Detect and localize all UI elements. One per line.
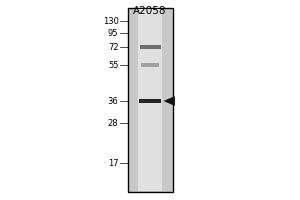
Text: 55: 55 bbox=[108, 60, 119, 70]
Bar bbox=[138, 9, 162, 191]
Bar bbox=[128, 8, 172, 192]
Bar bbox=[141, 63, 159, 67]
Bar bbox=[139, 99, 161, 103]
Text: A2058: A2058 bbox=[133, 6, 167, 16]
Text: 95: 95 bbox=[108, 28, 119, 38]
Text: 72: 72 bbox=[108, 43, 119, 51]
Bar bbox=[140, 45, 160, 49]
Text: 17: 17 bbox=[108, 158, 119, 168]
Polygon shape bbox=[164, 96, 175, 106]
Text: 130: 130 bbox=[103, 17, 118, 25]
Text: 28: 28 bbox=[108, 118, 119, 128]
Text: 36: 36 bbox=[108, 97, 118, 106]
